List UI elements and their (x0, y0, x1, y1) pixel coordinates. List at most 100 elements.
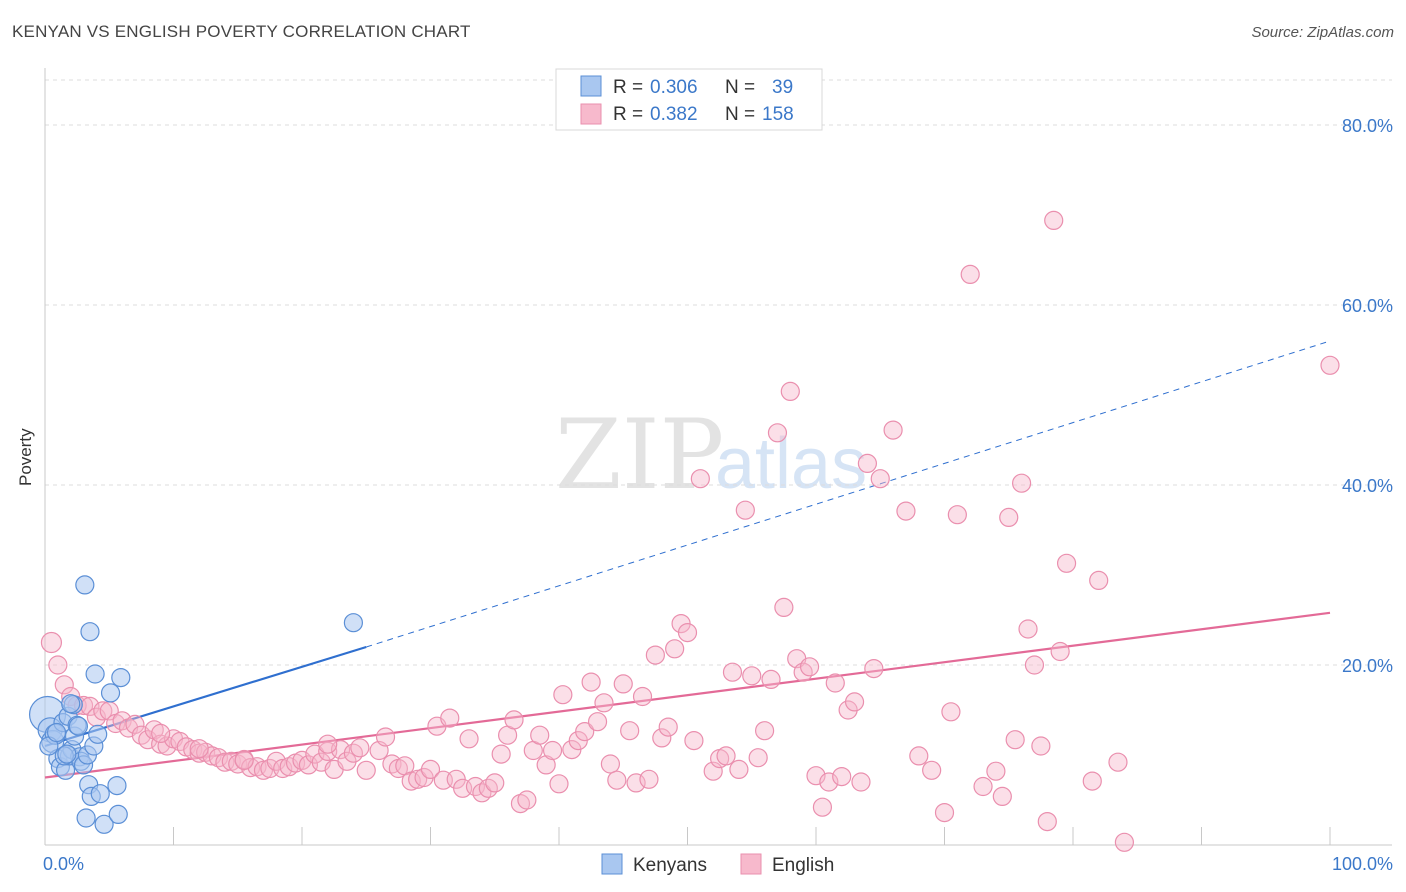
english-point (343, 743, 363, 763)
english-point (941, 702, 961, 722)
english-point (960, 264, 980, 284)
english-point (273, 758, 293, 779)
english-point (620, 721, 640, 741)
kenyans-point (107, 775, 127, 796)
english-point (922, 760, 942, 780)
kenyans-point (343, 613, 363, 633)
y-tick-label: 60.0% (1342, 296, 1393, 316)
english-point (549, 774, 569, 794)
english-point (40, 631, 63, 654)
kenyans-point (108, 804, 128, 825)
english-point (151, 734, 171, 754)
english-point (761, 669, 781, 690)
english-point (639, 769, 659, 789)
english-point (553, 685, 573, 705)
english-point (992, 786, 1012, 807)
english-point (587, 712, 608, 732)
x-tick-label: 100.0% (1332, 854, 1393, 874)
english-point (665, 639, 685, 659)
english-point (48, 655, 68, 675)
english-point (613, 674, 633, 694)
english-point (54, 675, 74, 695)
english-point (626, 773, 646, 793)
english-point (459, 729, 479, 749)
english-point (748, 748, 768, 768)
english-point (1089, 570, 1109, 591)
english-point (144, 720, 164, 740)
english-point (632, 686, 653, 707)
english-point (330, 739, 351, 760)
english-point (780, 381, 800, 401)
english-point (934, 802, 955, 823)
english-trend-line (44, 611, 1331, 779)
english-point (909, 746, 929, 766)
english-point (1031, 736, 1051, 756)
english-point (1050, 641, 1070, 662)
english-point (575, 721, 595, 742)
english-point (844, 692, 865, 712)
english-point (851, 772, 871, 792)
english-point (350, 738, 370, 758)
english-point (581, 672, 601, 692)
legend-english-swatch (740, 853, 762, 875)
english-point (157, 736, 177, 756)
english-point (408, 769, 428, 789)
english-point (1082, 771, 1102, 791)
kenyans-point (57, 744, 77, 764)
english-point (812, 797, 833, 817)
english-point (658, 717, 678, 737)
english-r-label: R = (613, 104, 643, 125)
english-point (151, 723, 171, 744)
english-point (1024, 655, 1045, 675)
english-point (1108, 752, 1128, 772)
english-point (947, 505, 967, 525)
kenyans-r-value: 0.306 (650, 77, 698, 98)
english-point (652, 728, 672, 748)
english-point (1005, 730, 1025, 750)
legend-kenyans-label: Kenyans (633, 855, 707, 876)
english-point (754, 721, 775, 741)
kenyans-point (88, 724, 108, 744)
english-point (1044, 210, 1064, 230)
english-point (125, 714, 145, 735)
english-point (1037, 811, 1057, 832)
kenyans-point (61, 694, 81, 714)
english-point (857, 453, 878, 473)
english-point (420, 759, 441, 780)
stats-legend: R = 0.306 N = 39 R = 0.382 N = 158 (555, 68, 823, 131)
kenyans-swatch (580, 75, 602, 97)
english-point (93, 701, 113, 721)
legend-english-label: English (772, 855, 834, 876)
kenyans-n-value: 39 (772, 77, 793, 98)
x-tick-label: 0.0% (43, 854, 84, 874)
english-point (401, 771, 421, 791)
tick-labels: 20.0% 40.0% 60.0% 80.0% 0.0% 100.0% (43, 116, 1393, 874)
chart-title: KENYAN VS ENGLISH POVERTY CORRELATION CH… (12, 22, 471, 41)
english-point (510, 793, 531, 814)
kenyans-point (75, 575, 95, 595)
english-point (1056, 553, 1077, 573)
english-point (1011, 473, 1032, 493)
english-point (266, 751, 286, 771)
english-swatch (580, 103, 602, 125)
english-point (600, 754, 621, 774)
legend-kenyans-swatch (601, 853, 623, 875)
kenyans-point (68, 716, 89, 736)
english-point (716, 746, 736, 766)
kenyans-point (85, 664, 105, 684)
kenyans-point (90, 784, 110, 804)
kenyans-n-label: N = (725, 77, 755, 98)
english-point (504, 710, 524, 730)
english-point (1320, 355, 1340, 375)
english-point (536, 755, 556, 775)
english-point (883, 420, 903, 440)
english-point (690, 469, 710, 489)
kenyans-r-label: R = (613, 77, 643, 98)
english-point (1114, 832, 1135, 852)
kenyans-point (76, 808, 96, 828)
english-n-value: 158 (762, 104, 794, 125)
english-point (1018, 619, 1038, 639)
english-point (774, 597, 794, 618)
source-credit: Source: ZipAtlas.com (1251, 24, 1394, 41)
kenyans-point (80, 622, 100, 642)
